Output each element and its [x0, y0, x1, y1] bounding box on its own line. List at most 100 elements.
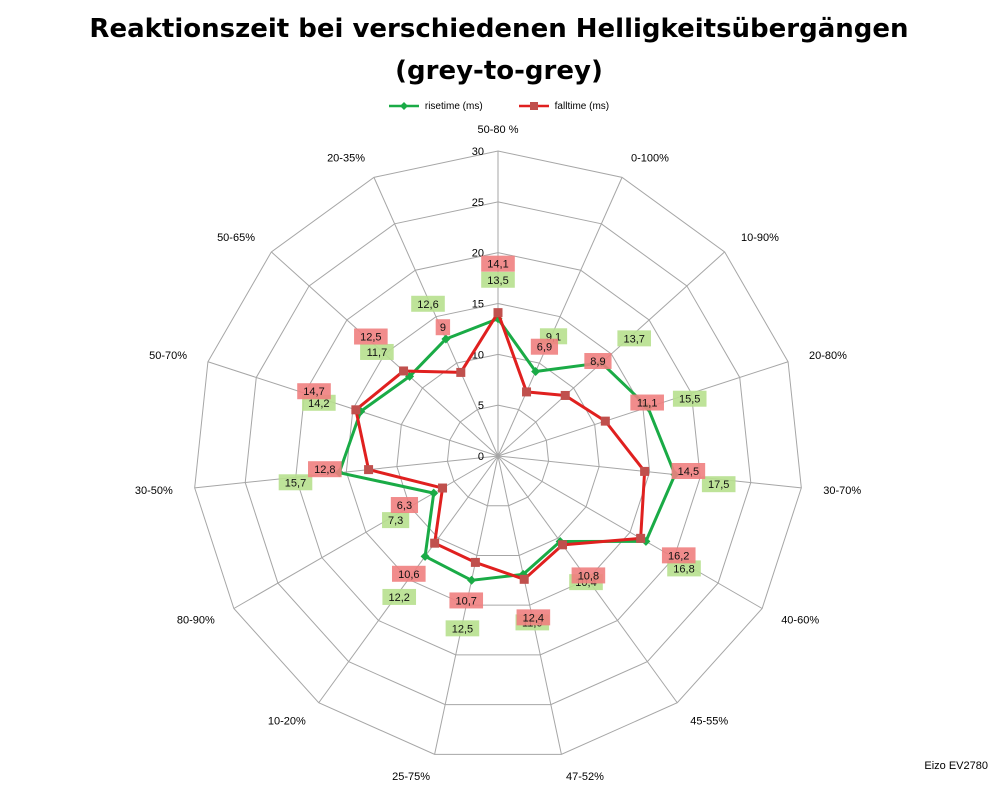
- category-label: 45-55%: [690, 716, 728, 728]
- data-label: 10,6: [398, 569, 419, 581]
- data-label: 15,5: [679, 394, 700, 406]
- grid-spoke: [373, 177, 499, 457]
- grid-ring: [295, 252, 701, 656]
- grid-ring: [244, 201, 752, 706]
- data-label-box: [671, 463, 706, 480]
- data-label: 15,7: [285, 477, 306, 489]
- data-point: [493, 308, 503, 318]
- radial-tick-label: 20: [472, 248, 484, 260]
- category-label: 30-70%: [823, 485, 861, 497]
- data-label-box: [571, 567, 606, 584]
- series-falltime: [351, 308, 650, 584]
- data-point: [351, 405, 361, 415]
- data-labels-falltime: 14,1 6,9 8,9 11,1 14,5 16,2 10,8 12,4 10,7 10,6 6,…: [297, 255, 706, 626]
- radial-tick-label: 25: [472, 197, 484, 209]
- radial-tick-label: 5: [478, 400, 484, 412]
- data-label-box: [435, 319, 451, 336]
- data-label-box: [449, 592, 484, 609]
- category-label: 50-80 %: [478, 124, 519, 136]
- category-label: 47-52%: [566, 771, 604, 783]
- data-label-box: [360, 343, 394, 360]
- data-label: 9: [440, 322, 446, 334]
- data-label-box: [481, 255, 515, 272]
- data-label-box: [672, 390, 707, 407]
- footnote: Eizo EV2780: [924, 760, 988, 772]
- data-label-box: [445, 620, 480, 637]
- data-point: [519, 574, 529, 584]
- series-line: [337, 317, 677, 582]
- data-label: 14,1: [487, 259, 508, 271]
- data-label: 13,7: [623, 333, 644, 345]
- data-point: [420, 551, 430, 561]
- radial-tick-label: 15: [472, 299, 484, 311]
- data-label: 6,3: [397, 500, 412, 512]
- radar-grid: [194, 150, 802, 755]
- grid-spoke: [194, 455, 499, 489]
- data-label: 12,5: [360, 332, 381, 344]
- data-label-box: [667, 560, 701, 577]
- category-labels: 50-80 % 0-100% 10-90% 20-80% 30-70% 40-60% 45-…: [135, 124, 861, 783]
- grid-spoke: [497, 455, 763, 609]
- data-label-box: [617, 330, 652, 347]
- data-label: 16,2: [668, 550, 689, 562]
- data-label-box: [411, 295, 445, 312]
- data-label: 8,9: [590, 356, 605, 368]
- category-label: 80-90%: [177, 615, 215, 627]
- data-label-box: [701, 476, 736, 493]
- category-label: 10-90%: [741, 232, 779, 244]
- legend-label-risetime: risetime (ms): [424, 100, 483, 112]
- legend-item-risetime: risetime (ms): [388, 100, 483, 112]
- data-point: [430, 538, 440, 548]
- data-label: 7,3: [388, 515, 403, 527]
- data-label: 10,7: [456, 595, 477, 607]
- data-label: 12,8: [314, 464, 335, 476]
- data-label-box: [661, 547, 696, 564]
- data-point: [429, 488, 439, 498]
- radial-tick-label: 30: [472, 146, 484, 158]
- data-label: 12,4: [523, 612, 544, 624]
- chart-title-line2: (grey-to-grey): [395, 56, 603, 86]
- data-label: 12,2: [389, 592, 410, 604]
- grid-ring: [446, 404, 550, 507]
- data-point: [522, 387, 532, 397]
- category-label: 40-60%: [781, 615, 819, 627]
- data-label: 13,5: [487, 275, 508, 287]
- data-labels-risetime: 13,59,113,715,517,516,810,411,912,512,27…: [278, 271, 736, 637]
- data-label-box: [530, 338, 559, 355]
- category-label: 20-35%: [327, 152, 365, 164]
- data-label: 17,5: [708, 479, 729, 491]
- data-label-box: [354, 328, 388, 345]
- data-point: [441, 334, 451, 344]
- category-label: 0-100%: [631, 152, 669, 164]
- data-point: [364, 465, 374, 475]
- grid-ring: [345, 302, 651, 606]
- data-label-box: [297, 383, 331, 400]
- data-label: 10,8: [578, 570, 599, 582]
- data-point: [600, 416, 610, 426]
- series-line: [354, 311, 647, 581]
- data-label: 12,5: [452, 623, 473, 635]
- data-label-box: [584, 353, 612, 370]
- data-label-box: [382, 512, 410, 529]
- category-label: 10-20%: [268, 716, 306, 728]
- grid-spoke: [497, 455, 802, 489]
- data-label-box: [516, 609, 551, 626]
- data-point: [640, 466, 650, 476]
- category-label: 50-70%: [149, 350, 187, 362]
- data-label: 12,6: [417, 299, 438, 311]
- grid-spoke: [497, 455, 562, 755]
- legend-label-falltime: falltime (ms): [554, 100, 610, 112]
- data-point: [456, 367, 466, 377]
- data-label: 14,2: [308, 398, 329, 410]
- data-label: 16,8: [673, 563, 694, 575]
- legend: risetime (ms) falltime (ms): [0, 100, 998, 112]
- data-point: [399, 366, 409, 376]
- data-label-box: [308, 461, 342, 478]
- data-point: [636, 533, 646, 543]
- data-label-box: [481, 271, 515, 288]
- data-point: [470, 557, 480, 567]
- grid-spoke: [233, 455, 499, 609]
- chart-title: Reaktionszeit bei verschiedenen Helligke…: [0, 8, 998, 92]
- data-label: 11,7: [367, 347, 388, 359]
